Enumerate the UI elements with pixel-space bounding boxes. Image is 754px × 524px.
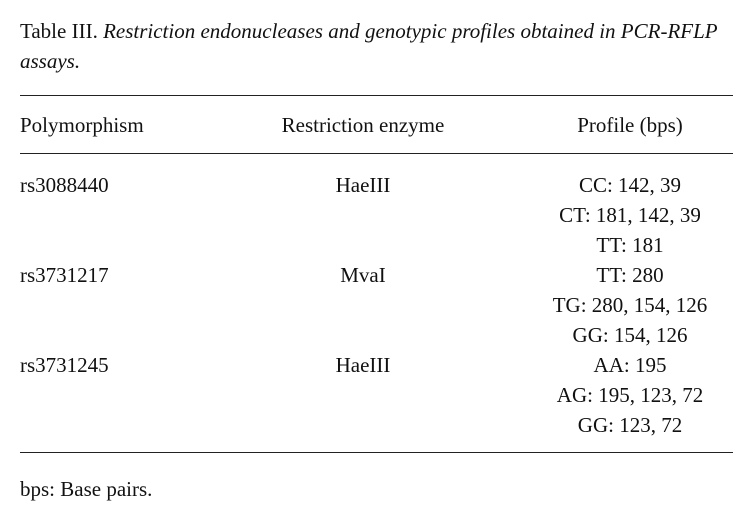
bottom-rule (20, 452, 733, 453)
enzyme-cell: MvaI (340, 263, 386, 287)
caption-text: Restriction endonucleases and genotypic … (20, 19, 718, 73)
profile-cell: CC: 142, 39 CT: 181, 142, 39 TT: 181 (530, 170, 730, 260)
profile-line: TT: 280 (596, 263, 664, 287)
enzyme-cell: HaeIII (335, 173, 391, 197)
polymorphism-cell: rs3088440 (20, 173, 109, 197)
top-rule (20, 95, 733, 96)
header-cell: Polymorphism (20, 113, 144, 137)
profile-line: AA: 195 (593, 353, 667, 377)
profile-line: TG: 280, 154, 126 (552, 293, 708, 317)
header-cell: Profile (bps) (577, 113, 683, 137)
profile-cell: TT: 280 TG: 280, 154, 126 GG: 154, 126 (530, 260, 730, 350)
profile-cell: AA: 195 AG: 195, 123, 72 GG: 123, 72 (530, 350, 730, 440)
footnote: bps: Base pairs. (20, 477, 153, 501)
caption-label: Table III. (20, 19, 98, 43)
header-cell: Restriction enzyme (281, 113, 445, 137)
profile-line: GG: 154, 126 (572, 323, 688, 347)
polymorphism-cell: rs3731217 (20, 263, 109, 287)
profile-line: AG: 195, 123, 72 (556, 383, 704, 407)
profile-line: TT: 181 (596, 233, 664, 257)
polymorphism-cell: rs3731245 (20, 353, 109, 377)
header-rule (20, 153, 733, 154)
profile-line: CC: 142, 39 (578, 173, 682, 197)
enzyme-cell: HaeIII (335, 353, 391, 377)
profile-line: CT: 181, 142, 39 (559, 203, 701, 227)
table-caption: Table III. Restriction endonucleases and… (20, 16, 746, 76)
profile-line: GG: 123, 72 (577, 413, 683, 437)
